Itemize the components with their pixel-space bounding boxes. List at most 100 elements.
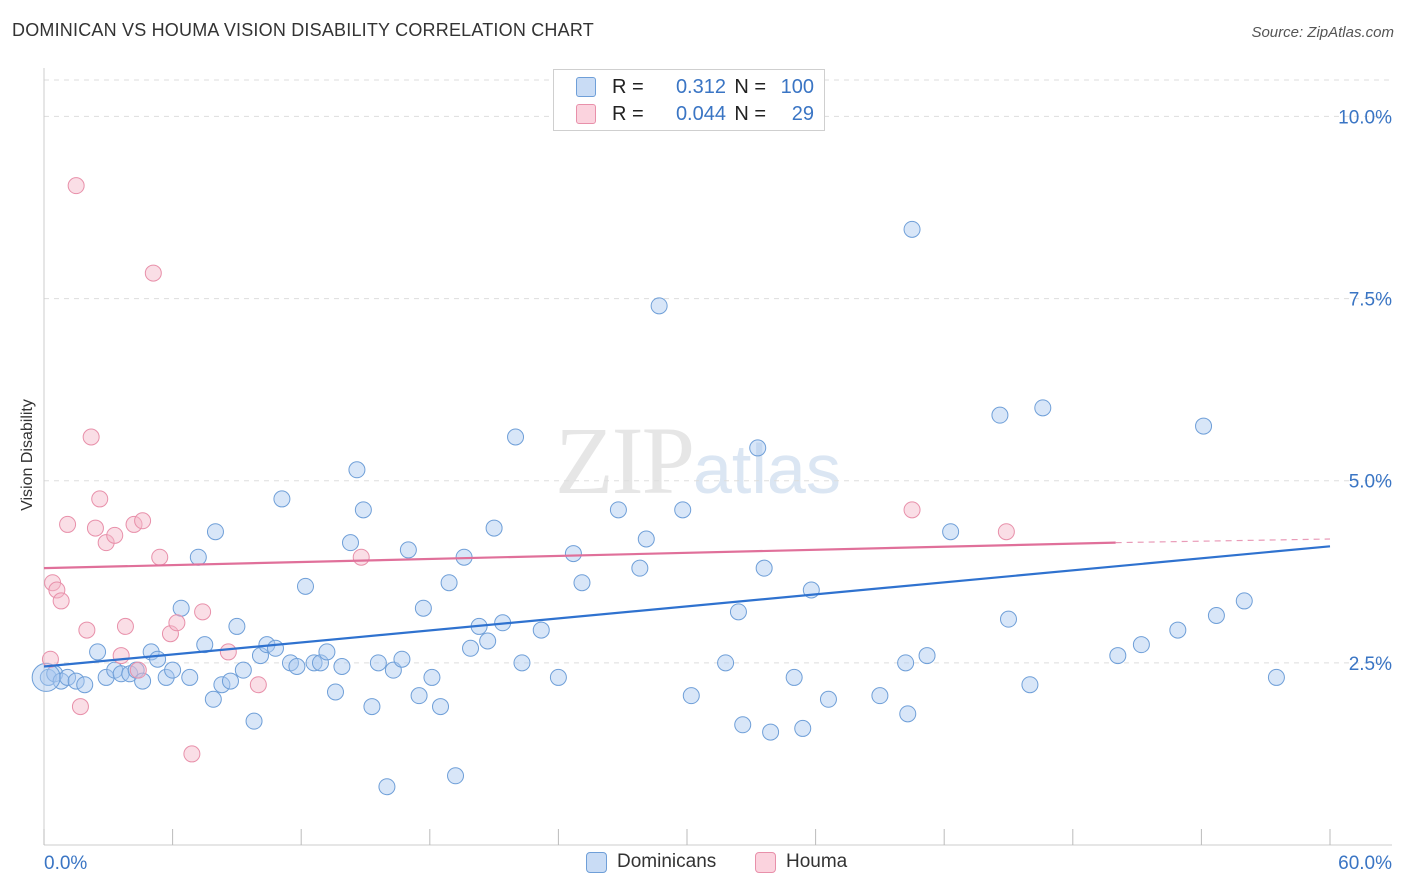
dominicans-point bbox=[513, 654, 531, 672]
dominicans-point bbox=[1207, 607, 1225, 624]
dominicans-point bbox=[432, 698, 450, 716]
dominicans-point bbox=[67, 672, 85, 690]
dominicans-point bbox=[462, 639, 480, 657]
houma-point bbox=[194, 603, 212, 621]
dominicans-point bbox=[164, 661, 182, 679]
dominicans-point bbox=[354, 501, 372, 519]
houma-point bbox=[41, 650, 59, 668]
dominicans-point bbox=[734, 716, 752, 734]
dominicans-point bbox=[181, 668, 199, 686]
dominicans-point bbox=[414, 599, 432, 617]
houma-point bbox=[86, 519, 104, 537]
legend-n-label: N = bbox=[734, 102, 766, 125]
dominicans-point bbox=[326, 683, 344, 701]
dominicans-point bbox=[206, 523, 224, 541]
legend-row-houma: R = 0.044 N = 29 bbox=[576, 101, 814, 127]
houma-trend-line bbox=[43, 541, 1116, 570]
dominicans-point bbox=[447, 767, 465, 785]
houma-point bbox=[52, 592, 70, 610]
dominicans-point bbox=[631, 559, 649, 577]
legend-item-dominicans: Dominicans bbox=[586, 851, 716, 873]
houma-trend-extension bbox=[1115, 538, 1331, 544]
dominicans-point bbox=[1235, 592, 1253, 610]
dominicans-point bbox=[245, 712, 263, 730]
dominicans-point bbox=[196, 636, 214, 654]
dominicans-point bbox=[288, 658, 306, 675]
dominicans-point bbox=[549, 668, 567, 686]
legend-swatch-dominicans bbox=[576, 77, 596, 97]
dominicans-point bbox=[897, 654, 915, 672]
houma-point bbox=[144, 264, 162, 282]
houma-point bbox=[59, 515, 77, 533]
y-axis-label: Vision Disability bbox=[19, 399, 36, 511]
legend-r-value: 0.044 bbox=[675, 102, 726, 125]
dominicans-point bbox=[729, 603, 747, 621]
watermark-atlas: atlas bbox=[693, 430, 841, 508]
houma-point bbox=[161, 625, 179, 643]
dominicans-point bbox=[749, 439, 767, 457]
dominicans-point bbox=[899, 705, 917, 723]
houma-point bbox=[134, 512, 152, 530]
houma-point bbox=[112, 647, 130, 665]
dominicans-point bbox=[918, 647, 936, 665]
dominicans-point bbox=[762, 723, 780, 741]
legend-swatch-dominicans bbox=[586, 851, 607, 873]
dominicans-point bbox=[1169, 621, 1187, 639]
chart-title: DOMINICAN VS HOUMA VISION DISABILITY COR… bbox=[12, 20, 594, 40]
dominicans-point bbox=[234, 661, 252, 679]
legend-label-dominicans: Dominicans bbox=[617, 851, 717, 872]
dominicans-point bbox=[172, 599, 190, 617]
houma-point bbox=[67, 177, 85, 195]
dominicans-point bbox=[251, 647, 269, 665]
houma-point bbox=[82, 428, 100, 446]
dominicans-point bbox=[1267, 668, 1285, 686]
legend-row-dominicans: R = 0.312 N = 100 bbox=[576, 74, 814, 100]
legend-r-label: R = bbox=[612, 75, 644, 98]
dominicans-point bbox=[674, 501, 692, 519]
dominicans-point bbox=[341, 534, 359, 552]
houma-point bbox=[78, 621, 96, 639]
dominicans-point bbox=[819, 690, 837, 708]
houma-point bbox=[183, 745, 201, 763]
dominicans-point bbox=[682, 687, 700, 705]
dominicans-point bbox=[378, 778, 396, 796]
dominicans-point bbox=[479, 632, 497, 650]
houma-point bbox=[151, 548, 169, 566]
houma-point bbox=[48, 581, 66, 599]
dominicans-point bbox=[221, 672, 239, 690]
dominicans-point bbox=[1000, 610, 1017, 628]
dominicans-point bbox=[296, 577, 314, 595]
dominicans-point bbox=[363, 698, 381, 716]
dominicans-point bbox=[157, 668, 175, 686]
houma-point bbox=[219, 643, 237, 661]
dominicans-point bbox=[564, 545, 582, 563]
dominicans-point bbox=[650, 297, 668, 315]
houma-point bbox=[71, 698, 89, 716]
dominicans-point bbox=[204, 690, 222, 708]
dominicans-point bbox=[333, 658, 351, 675]
dominicans-point bbox=[59, 668, 77, 686]
legend-n-value: 100 bbox=[780, 75, 814, 98]
dominicans-point bbox=[1132, 636, 1150, 654]
houma-point bbox=[168, 614, 186, 632]
legend-label-houma: Houma bbox=[786, 851, 848, 872]
dominicans-point bbox=[266, 639, 284, 657]
dominicans-point bbox=[903, 220, 921, 238]
dominicans-point bbox=[1195, 417, 1213, 435]
x-tick-label: 0.0% bbox=[44, 853, 87, 874]
legend-n-label: N = bbox=[734, 75, 766, 98]
legend-swatch-houma bbox=[576, 104, 596, 124]
dominicans-point bbox=[785, 668, 803, 686]
y-tick-label: 5.0% bbox=[1349, 472, 1392, 493]
houma-point bbox=[125, 515, 143, 533]
dominicans-point bbox=[1034, 399, 1052, 417]
legend-r-value: 0.312 bbox=[675, 75, 726, 98]
dominicans-point bbox=[410, 687, 428, 705]
dominicans-point bbox=[1109, 647, 1127, 665]
dominicans-point bbox=[399, 541, 417, 559]
dominicans-point bbox=[440, 574, 458, 592]
dominicans-point bbox=[213, 676, 231, 694]
legend-n-value: 29 bbox=[791, 102, 814, 125]
dominicans-point bbox=[348, 461, 366, 479]
